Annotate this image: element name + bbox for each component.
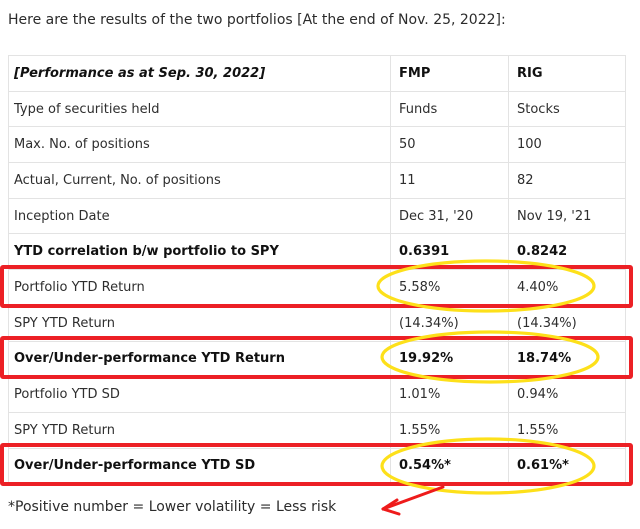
row-value-rig: 1.55% [508,411,626,449]
row-value-fmp: 11 [390,162,509,199]
row-label: Portfolio YTD Return [8,269,391,306]
table-header-performance: [Performance as at Sep. 30, 2022] [8,55,391,92]
row-label: Portfolio YTD SD [8,376,391,413]
row-value-fmp: 19.92% [390,340,509,378]
row-value-fmp: Dec 31, '20 [390,197,509,235]
row-value-fmp: (14.34%) [390,304,509,342]
table-row: Type of securities held Funds Stocks [8,90,626,128]
row-value-rig: (14.34%) [508,304,626,342]
footnote: *Positive number = Lower volatility = Le… [8,499,337,515]
table-row: Portfolio YTD Return 5.58% 4.40% [8,269,626,306]
row-label: Over/Under-performance YTD Return [8,340,391,378]
row-label: Actual, Current, No. of positions [8,162,391,199]
row-value-fmp: 1.01% [390,376,509,413]
table-row: YTD correlation b/w portfolio to SPY 0.63… [8,233,626,271]
table-body: Type of securities held Funds Stocks Max. N… [8,90,626,485]
arrow-annotation [381,485,445,516]
row-label: SPY YTD Return [8,411,391,449]
row-value-fmp: 1.55% [390,411,509,449]
row-value-fmp: 5.58% [390,269,509,306]
row-value-rig: 82 [508,162,626,199]
table-row: SPY YTD Return (14.34%) (14.34%) [8,304,626,342]
row-label: SPY YTD Return [8,304,391,342]
row-value-fmp: 0.54%* [390,447,509,485]
row-value-rig: Nov 19, '21 [508,197,626,235]
row-label: Type of securities held [8,90,391,128]
row-label: Max. No. of positions [8,126,391,164]
row-value-fmp: 0.6391 [390,233,509,271]
row-value-rig: 0.8242 [508,233,626,271]
table-row: Portfolio YTD SD 1.01% 0.94% [8,376,626,413]
table-header-rig: RIG [508,55,626,92]
table-row: Max. No. of positions 50 100 [8,126,626,164]
row-value-fmp: 50 [390,126,509,164]
row-value-rig: 18.74% [508,340,626,378]
row-label: Over/Under-performance YTD SD [8,447,391,485]
table-row: Inception Date Dec 31, '20 Nov 19, '21 [8,197,626,235]
page-title: Here are the results of the two portfoli… [8,12,506,28]
row-value-rig: 0.61%* [508,447,626,485]
row-label: Inception Date [8,197,391,235]
table-header-row: [Performance as at Sep. 30, 2022] FMP RI… [8,55,626,92]
row-label: YTD correlation b/w portfolio to SPY [8,233,391,271]
table-header-fmp: FMP [390,55,509,92]
row-value-rig: 4.40% [508,269,626,306]
table-row: Over/Under-performance YTD Return 19.92% 1… [8,340,626,378]
row-value-fmp: Funds [390,90,509,128]
table-row: Over/Under-performance YTD SD 0.54%* 0.61%… [8,447,626,485]
table-row: Actual, Current, No. of positions 11 82 [8,162,626,199]
table-row: SPY YTD Return 1.55% 1.55% [8,411,626,449]
portfolio-comparison-table: [Performance as at Sep. 30, 2022] FMP RI… [8,55,626,485]
row-value-rig: Stocks [508,90,626,128]
row-value-rig: 0.94% [508,376,626,413]
row-value-rig: 100 [508,126,626,164]
